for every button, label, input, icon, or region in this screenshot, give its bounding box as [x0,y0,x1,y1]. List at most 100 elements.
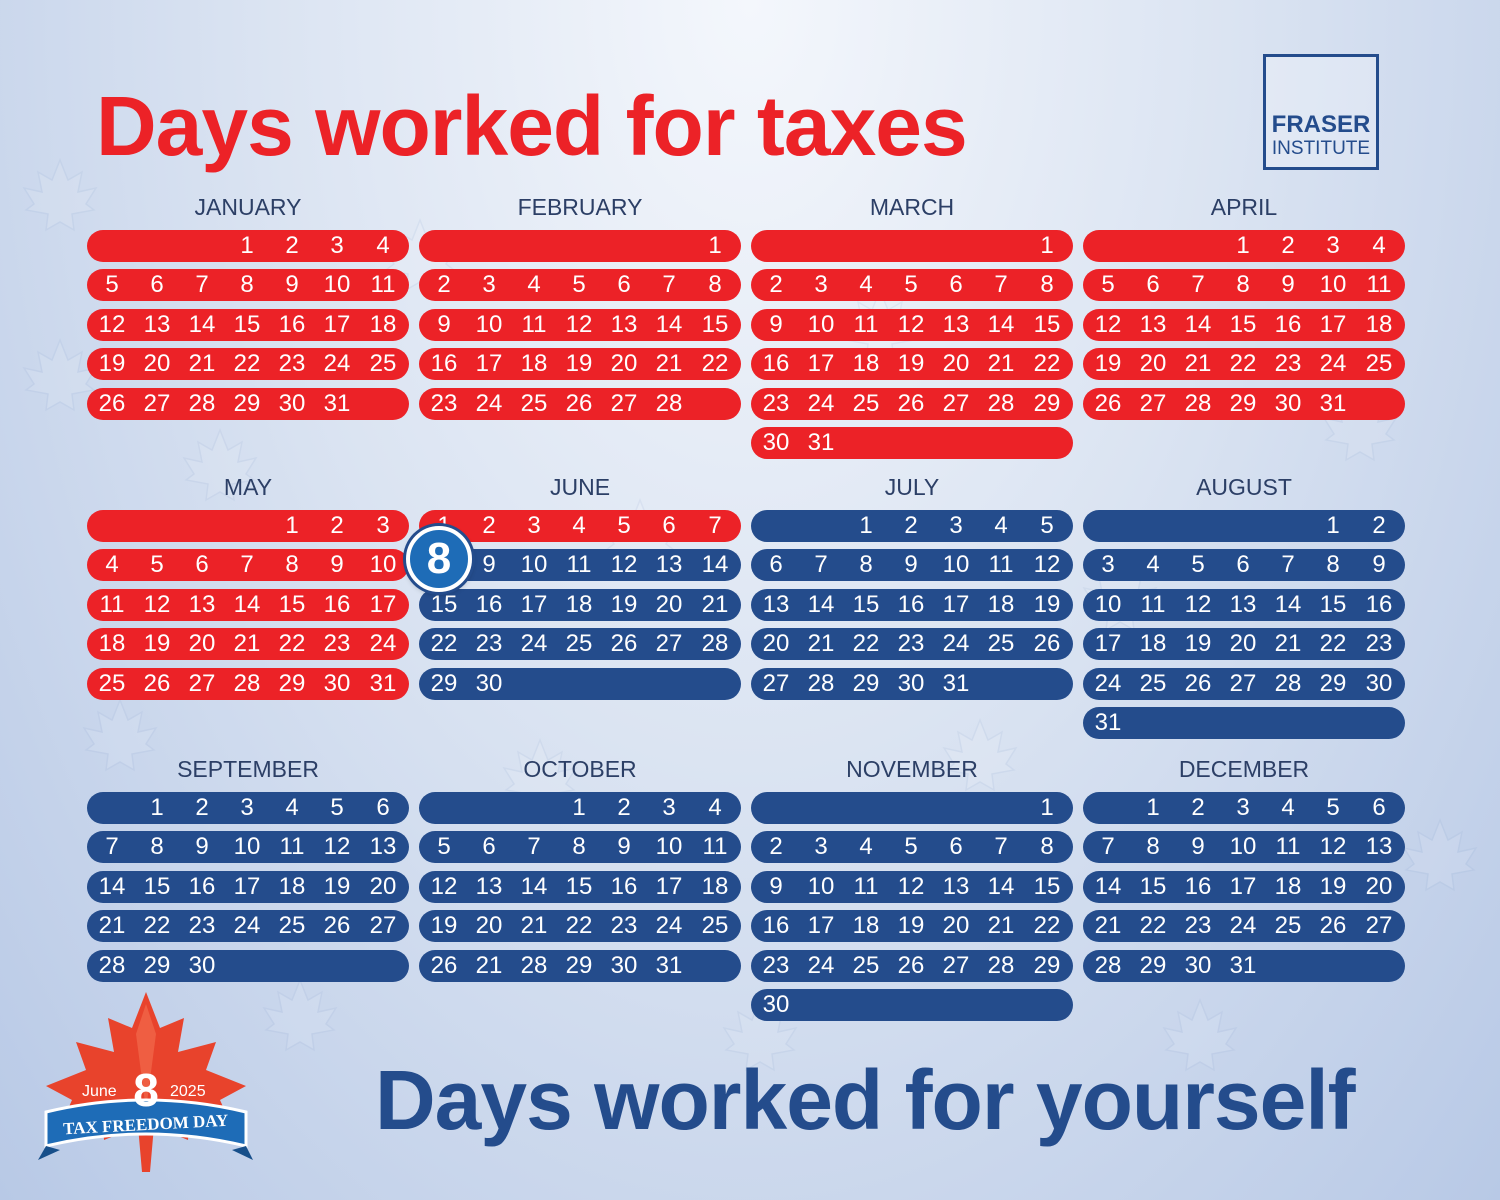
day-cell: 4 [376,231,390,259]
day-cell: 26 [430,951,458,979]
week-row: 5 6 7 8 9 10 11 [1083,269,1405,301]
day-cell: 1 [859,511,873,539]
day-cell: 11 [1366,271,1392,298]
day-cell: 4 [105,551,119,578]
day-cell: 11 [988,551,1014,578]
week-row: 23 24 25 26 27 28 [419,387,741,420]
day-cell: 6 [1146,271,1160,298]
day-cell: 16 [610,872,638,900]
day-cell: 26 [323,912,351,939]
day-cell: 15 [1033,310,1061,338]
day-cell: 15 [1033,872,1061,900]
week-row: 19 20 21 22 23 24 25 [419,910,741,942]
week-row: 1 2 3 [87,509,409,542]
day-cell: 30 [610,951,638,979]
day-cell: 1 [1040,231,1054,259]
day-cell: 24 [475,389,503,417]
day-cell: 5 [617,511,631,539]
day-cell: 21 [98,912,126,939]
month-name: JUNE [549,474,611,500]
day-cell: 8 [1040,271,1054,298]
day-cell: 10 [655,833,683,860]
day-cell: 3 [482,271,496,298]
day-cell: 6 [195,551,209,578]
week-row: 3 4 5 6 7 8 9 [1083,549,1405,581]
day-cell: 22 [1139,912,1167,939]
day-cell: 16 [762,912,790,939]
day-cell: 7 [662,271,676,298]
day-cell: 14 [987,872,1015,900]
week-row: 1 2 3 4 [87,229,409,262]
month-name: SEPTEMBER [177,756,319,782]
month-name: JULY [884,474,940,500]
day-cell: 4 [572,511,586,539]
day-cell: 2 [285,231,299,259]
week-row: 22 23 24 25 26 27 28 [419,628,741,660]
day-cell: 1 [1326,511,1340,539]
day-cell: 22 [701,350,729,377]
week-row: 23 24 25 26 27 28 29 [751,387,1073,420]
day-cell: 25 [565,630,593,657]
day-cell: 13 [1139,310,1167,338]
day-cell: 25 [98,669,126,697]
day-cell: 4 [527,271,541,298]
day-cell: 20 [762,630,790,657]
day-cell: 3 [376,511,390,539]
day-cell: 6 [769,551,783,578]
month-december: DECEMBER 1 2 3 4 5 6 7 8 9 10 11 12 13 14 15 16 17 18 19 20 2… [1083,754,1405,982]
week-row: 12 13 14 15 16 17 18 [1083,308,1405,341]
day-cell: 9 [195,833,209,860]
day-cell: 26 [1319,912,1347,939]
day-cell: 20 [610,350,638,377]
day-cell: 5 [150,551,164,578]
day-cell: 24 [1094,669,1122,697]
day-cell: 28 [1094,951,1122,979]
day-cell: 16 [1365,590,1393,618]
day-cell: 19 [1094,350,1122,377]
day-cell: 10 [807,310,835,338]
day-cell: 14 [1094,872,1122,900]
week-row: 17 18 19 20 21 22 23 [1083,628,1405,660]
week-row: 16 17 18 19 20 21 22 [751,910,1073,942]
day-cell: 13 [1229,590,1257,618]
day-cell: 19 [323,872,351,900]
month-name: MAY [223,474,273,500]
day-cell: 31 [807,429,835,456]
day-cell: 4 [285,793,299,821]
day-cell: 31 [1229,951,1257,979]
badge-month: June [82,1083,117,1100]
day-cell: 23 [188,912,216,939]
week-row: 2 3 4 5 6 7 8 [751,269,1073,301]
day-cell: 29 [1033,951,1061,979]
day-cell: 10 [1229,833,1257,860]
day-cell: 16 [278,310,306,338]
day-cell: 15 [430,590,458,618]
day-cell: 4 [1372,231,1386,259]
day-cell: 28 [987,389,1015,417]
day-cell: 13 [942,872,970,900]
day-cell: 21 [233,630,261,657]
day-cell: 30 [475,669,503,697]
day-cell: 13 [475,872,503,900]
day-cell: 23 [475,630,503,657]
day-cell: 6 [150,271,164,298]
day-cell: 26 [98,389,126,417]
week-row: 1 [419,229,741,262]
day-cell: 29 [1319,669,1347,697]
day-cell: 19 [897,350,925,377]
tax-freedom-day-marker: 8 [406,526,472,592]
week-row: 1 [751,229,1073,262]
day-cell: 22 [1033,350,1061,377]
day-cell: 6 [617,271,631,298]
month-september: SEPTEMBER 1 2 3 4 5 6 7 8 9 10 11 12 13 14 15 16 17 18 19 20… [87,754,409,982]
day-cell: 11 [853,872,879,900]
day-cell: 4 [1281,793,1295,821]
day-cell: 21 [987,350,1015,377]
day-cell: 30 [762,429,790,456]
day-cell: 21 [987,912,1015,939]
day-cell: 24 [942,630,970,657]
day-cell: 31 [1319,389,1347,417]
day-cell: 17 [475,350,503,377]
day-cell: 8 [572,833,586,860]
